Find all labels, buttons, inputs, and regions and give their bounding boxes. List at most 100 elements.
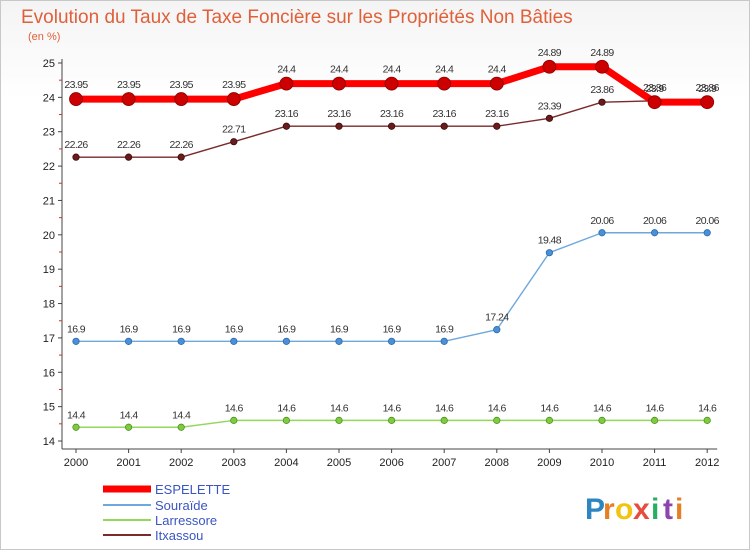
data-label: 16.9	[435, 323, 454, 335]
data-label: 16.9	[225, 323, 244, 335]
data-point	[335, 122, 343, 130]
data-label: 24.89	[590, 47, 614, 59]
data-point	[542, 59, 557, 74]
data-point	[493, 326, 501, 334]
x-tick-label: 2007	[432, 457, 456, 469]
data-label: 23.86	[696, 82, 720, 94]
data-label: 20.06	[696, 215, 720, 227]
data-point	[125, 153, 133, 161]
data-point	[440, 337, 448, 345]
data-label: 14.6	[698, 402, 717, 414]
data-point	[121, 92, 136, 106]
data-point	[650, 229, 659, 237]
data-point	[69, 92, 83, 106]
data-point	[174, 92, 189, 106]
x-tick-label: 2003	[222, 457, 246, 469]
data-label: 14.6	[383, 402, 402, 414]
data-point	[177, 423, 185, 431]
data-point	[335, 416, 343, 424]
data-label: 22.26	[170, 139, 194, 151]
legend-label: Itxassou	[155, 528, 203, 543]
x-tick-label: 2005	[327, 457, 351, 469]
x-tick-label: 2004	[274, 457, 298, 469]
legend-label: Souraïde	[155, 498, 208, 513]
logo-letter: o	[615, 493, 634, 526]
axes: 14 15 16 17 18 19 20 21 22 23 24 25 2000 2001 2002 2003…	[43, 58, 720, 469]
data-label: 23.16	[327, 108, 351, 120]
data-label: 14.4	[67, 409, 86, 421]
logo-letter: i	[675, 493, 684, 526]
legend-label: ESPELETTE	[155, 482, 230, 497]
series-itxassou: 22.26 22.26 22.26 22.71 23.16 23.16 23.16 23.16…	[64, 83, 718, 161]
y-tick-label: 15	[43, 402, 55, 414]
legend-label: Larressore	[155, 513, 217, 528]
data-label: 23.95	[117, 79, 141, 91]
y-tick-label: 14	[43, 436, 55, 448]
data-point	[384, 76, 399, 91]
x-tick-label: 2008	[485, 457, 509, 469]
data-point	[226, 92, 241, 106]
data-label: 16.9	[277, 323, 296, 335]
data-point	[647, 95, 662, 110]
data-label: 19.48	[538, 235, 562, 247]
data-label: 23.9	[698, 83, 717, 95]
series-larressore: 14.4 14.4 14.4 14.6 14.6 14.6 14.6 14.6 14.6 14.6…	[67, 402, 718, 431]
data-label: 24.4	[383, 64, 402, 76]
data-point	[177, 337, 185, 345]
data-point	[72, 337, 80, 345]
data-point	[72, 423, 80, 431]
data-point	[650, 416, 659, 424]
data-point	[598, 229, 606, 237]
data-point	[598, 416, 606, 424]
data-point	[440, 122, 448, 130]
logo-letter: P	[585, 493, 606, 526]
data-point	[177, 153, 185, 161]
y-tick-label: 21	[43, 195, 55, 207]
data-point	[595, 59, 609, 74]
y-axis-unit: (en %)	[28, 31, 60, 43]
data-label: 23.86	[643, 82, 667, 94]
data-point	[387, 337, 396, 345]
data-point	[332, 76, 346, 91]
data-point	[282, 337, 290, 345]
x-tick-label: 2011	[643, 457, 667, 469]
data-label: 24.89	[538, 47, 562, 59]
y-tick-label: 19	[43, 264, 55, 276]
data-point	[493, 122, 501, 130]
y-tick-label: 18	[43, 299, 55, 311]
data-label: 14.6	[646, 402, 665, 414]
data-label: 14.6	[488, 402, 507, 414]
x-tick-label: 2010	[590, 457, 614, 469]
data-label: 23.16	[275, 108, 299, 120]
logo-letter: r	[603, 493, 616, 526]
data-label: 14.6	[277, 402, 296, 414]
y-tick-label: 22	[43, 161, 55, 173]
x-tick-label: 2001	[116, 457, 140, 469]
data-label: 16.9	[120, 323, 139, 335]
data-point	[700, 95, 715, 110]
data-label: 20.06	[643, 215, 667, 227]
data-label: 16.9	[172, 323, 191, 335]
data-point	[279, 76, 294, 91]
data-point	[125, 423, 133, 431]
data-point	[703, 416, 711, 424]
data-point	[489, 76, 504, 91]
logo-letter: x	[633, 493, 651, 526]
data-point	[230, 138, 238, 146]
data-label: 22.26	[117, 139, 141, 151]
data-point	[72, 153, 80, 161]
data-label: 14.6	[435, 402, 454, 414]
data-label: 23.16	[380, 108, 404, 120]
data-point	[282, 122, 290, 130]
data-label: 24.4	[330, 64, 349, 76]
data-point	[545, 416, 554, 424]
x-tick-label: 2009	[537, 457, 561, 469]
data-label: 23.39	[538, 100, 562, 112]
data-label: 14.6	[593, 402, 612, 414]
data-label: 22.26	[64, 139, 88, 151]
data-label: 23.95	[64, 79, 88, 91]
x-tick-label: 2002	[169, 457, 193, 469]
data-label: 23.95	[170, 79, 194, 91]
